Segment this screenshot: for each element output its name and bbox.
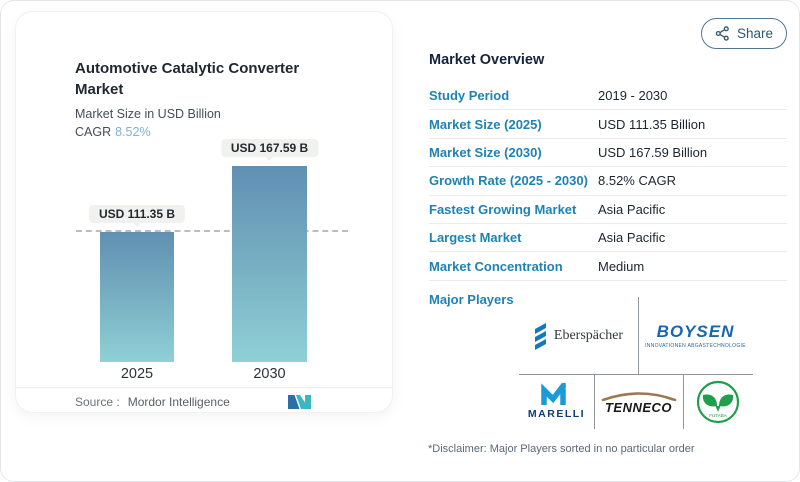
share-button-label: Share	[736, 26, 774, 41]
table-row: Market Size (2025) USD 111.35 Billion	[429, 110, 787, 139]
player-logo-tenneco: TENNECO	[594, 374, 683, 429]
row-label: Market Size (2025)	[429, 116, 542, 132]
row-value: 2019 - 2030	[598, 88, 668, 104]
boysen-tagline: INNOVATIONEN ABGASTECHNOLOGIE	[645, 343, 746, 349]
row-value: 8.52% CAGR	[598, 173, 677, 189]
player-logo-eberspaecher: Eberspächer	[519, 297, 638, 374]
chart-cagr-line: CAGR 8.52%	[75, 125, 355, 139]
row-value: Medium	[598, 258, 645, 274]
player-logo-boysen: BOYSEN INNOVATIONEN ABGASTECHNOLOGIE	[638, 297, 753, 374]
x-axis-label-2030: 2030	[253, 366, 286, 382]
svg-text:FUTABA: FUTABA	[709, 413, 726, 418]
market-overview-table: Study Period 2019 - 2030 Market Size (20…	[429, 82, 787, 281]
bar-group-2025: USD 111.35 B	[88, 12, 186, 362]
marelli-wordmark: MARELLI	[527, 408, 586, 420]
bar-group-2030: USD 167.59 B	[220, 12, 319, 362]
share-button[interactable]: Share	[701, 18, 787, 49]
source-name: Mordor Intelligence	[127, 395, 230, 409]
major-players-label: Major Players	[429, 292, 514, 307]
chart-subtitle: Market Size in USD Billion	[75, 107, 221, 121]
eberspaecher-icon	[534, 322, 548, 350]
table-row: Market Size (2030) USD 167.59 Billion	[429, 139, 787, 168]
chart-title: Automotive Catalytic Converter Market	[75, 60, 300, 98]
grid-divider	[519, 374, 753, 375]
player-logo-marelli: MARELLI	[519, 374, 594, 429]
row-label: Study Period	[429, 88, 510, 104]
table-row: Growth Rate (2025 - 2030) 8.52% CAGR	[429, 167, 787, 196]
cagr-value: 8.52%	[115, 125, 151, 139]
row-label: Market Size (2030)	[429, 144, 542, 160]
table-row: Largest Market Asia Pacific	[429, 224, 787, 253]
row-value: Asia Pacific	[598, 201, 666, 217]
disclaimer-text: *Disclaimer: Major Players sorted in no …	[428, 443, 695, 455]
table-row: Study Period 2019 - 2030	[429, 82, 787, 111]
bar-value-badge-2025: USD 111.35 B	[88, 205, 186, 227]
row-label: Growth Rate (2025 - 2030)	[429, 173, 588, 189]
player-logo-futaba: FUTABA	[683, 374, 753, 429]
boysen-wordmark: BOYSEN	[656, 322, 735, 341]
share-icon	[715, 26, 730, 41]
grid-divider	[683, 374, 684, 429]
source-text: Source : Mordor Intelligence	[75, 395, 230, 409]
bar-value-badge-2030: USD 167.59 B	[220, 139, 319, 161]
bar-chart: USD 111.35 B USD 167.59 B 2025 2030	[16, 12, 392, 382]
bar-2030	[232, 166, 307, 362]
chart-header: Automotive Catalytic Converter Market Ma…	[75, 58, 355, 139]
row-value: USD 111.35 Billion	[598, 116, 706, 132]
row-label: Fastest Growing Market	[429, 201, 577, 217]
bar-2025	[100, 232, 174, 362]
tenneco-arc-icon	[600, 389, 678, 401]
major-players-grid: Eberspächer BOYSEN INNOVATIONEN ABGASTEC…	[519, 289, 753, 430]
market-overview-title: Market Overview	[429, 52, 545, 68]
mordor-intelligence-logo-icon	[287, 394, 312, 415]
table-row: Fastest Growing Market Asia Pacific	[429, 196, 787, 224]
table-row: Market Concentration Medium	[429, 252, 787, 281]
reference-dashed-line	[76, 230, 348, 232]
row-value: USD 167.59 Billion	[598, 144, 708, 160]
market-size-chart-card: Automotive Catalytic Converter Market Ma…	[15, 11, 393, 413]
source-label: Source :	[75, 395, 120, 409]
grid-divider	[594, 374, 595, 429]
row-label: Market Concentration	[429, 258, 563, 274]
eberspaecher-wordmark: Eberspächer	[553, 327, 624, 343]
marelli-m-icon	[540, 383, 574, 406]
grid-divider	[638, 297, 639, 374]
row-label: Largest Market	[429, 230, 522, 246]
row-value: Asia Pacific	[598, 230, 666, 246]
tenneco-wordmark: TENNECO	[604, 399, 673, 415]
source-row: Source : Mordor Intelligence	[16, 387, 392, 414]
futaba-leaf-icon: FUTABA	[695, 379, 741, 425]
cagr-label: CAGR	[75, 125, 112, 139]
x-axis-label-2025: 2025	[120, 366, 154, 382]
